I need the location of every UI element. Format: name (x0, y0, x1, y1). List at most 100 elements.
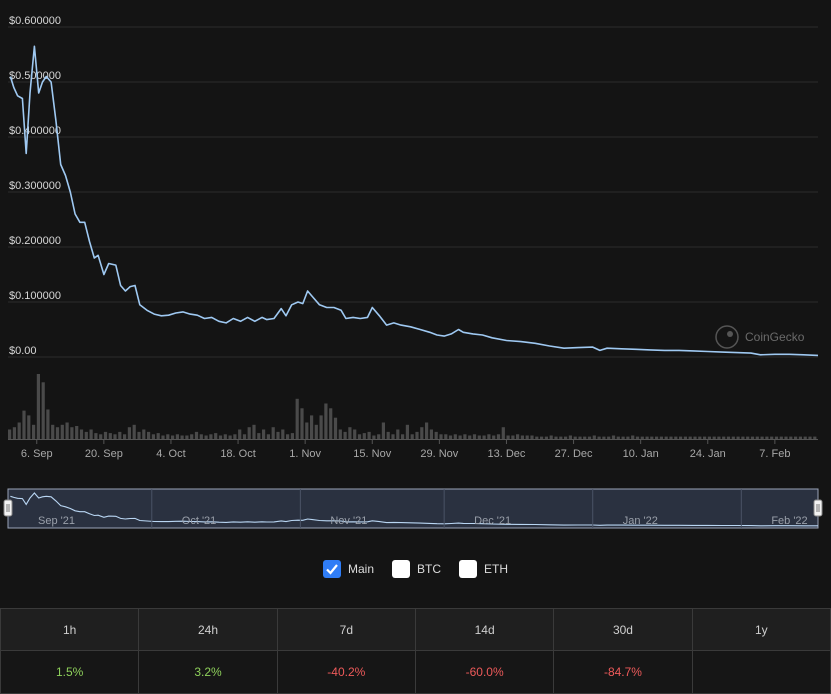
volume-bar (559, 436, 563, 439)
volume-bar (664, 436, 668, 439)
volume-bars (8, 374, 818, 440)
volume-bar (348, 427, 352, 439)
x-tick-label: 13. Dec (488, 448, 526, 460)
navigator-handle-left[interactable] (3, 499, 13, 517)
legend-label-btc: BTC (417, 562, 441, 576)
y-tick-label: $0.100000 (9, 290, 61, 302)
main-checkbox[interactable] (322, 560, 341, 578)
value-7d: -40.2% (276, 650, 416, 694)
navigator-label: Nov '21 (330, 515, 367, 527)
volume-bar (314, 424, 318, 439)
volume-bar (492, 435, 496, 439)
volume-bar (142, 429, 146, 439)
volume-bar (147, 431, 151, 439)
volume-bar (89, 429, 93, 439)
price-change-value-row: 1.5% 3.2% -40.2% -60.0% -84.7% (0, 650, 831, 694)
btc-checkbox[interactable] (392, 560, 410, 578)
volume-bar (357, 434, 362, 439)
x-tick-label: 24. Jan (690, 448, 726, 460)
volume-bar (319, 415, 323, 439)
volume-bar (247, 427, 251, 439)
eth-checkbox[interactable] (459, 560, 477, 578)
volume-bar (755, 436, 759, 439)
volume-bar (233, 434, 237, 439)
volume-bar (693, 436, 697, 439)
volume-bar (703, 436, 707, 439)
navigator-label: Jan '22 (623, 515, 658, 527)
volume-bar (276, 431, 280, 439)
header-24h: 24h (138, 608, 278, 651)
volume-bar (22, 410, 26, 439)
x-tick-label: 15. Nov (353, 448, 391, 460)
volume-bar (535, 436, 539, 439)
volume-bar (731, 436, 735, 439)
volume-bar (540, 436, 544, 439)
value-1y (691, 650, 831, 694)
volume-bar (597, 436, 601, 439)
volume-bar (214, 433, 218, 439)
legend-item-eth[interactable]: ETH (459, 560, 508, 578)
volume-bar (271, 427, 275, 439)
volume-bar (640, 436, 644, 439)
header-30d: 30d (553, 608, 693, 651)
y-tick-label: $0.600000 (9, 15, 61, 27)
volume-bar (41, 382, 45, 439)
volume-bar (180, 435, 184, 439)
volume-bar (506, 435, 510, 439)
volume-bar (79, 429, 84, 439)
navigator-handle-right[interactable] (813, 499, 823, 517)
volume-bar (286, 434, 290, 439)
volume-bar (228, 435, 232, 439)
volume-bar (305, 422, 309, 439)
volume-bar (659, 436, 663, 439)
price-chart[interactable]: $0.600000 $0.500000 $0.400000 $0.300000 $0.2… (0, 0, 831, 540)
x-tick-label: 4. Oct (156, 448, 185, 460)
volume-bar (784, 436, 788, 439)
volume-bar (410, 434, 414, 439)
volume-bar (32, 424, 36, 439)
volume-bar (161, 435, 165, 439)
volume-bar (324, 403, 328, 439)
x-tick-label: 10. Jan (623, 448, 659, 460)
volume-bar (94, 433, 98, 439)
header-1y: 1y (691, 608, 831, 651)
volume-bar (12, 427, 16, 439)
volume-bar (405, 424, 409, 439)
volume-bar (295, 398, 299, 439)
volume-bar (381, 422, 385, 439)
volume-bar (453, 434, 457, 439)
volume-bar (564, 436, 568, 439)
volume-bar (813, 436, 817, 439)
volume-bar (583, 436, 587, 439)
navigator-label: Sep '21 (38, 515, 75, 527)
volume-bar (60, 424, 64, 439)
volume-bar (717, 436, 721, 439)
volume-bar (65, 422, 69, 439)
range-navigator[interactable]: Sep '21 Oct '21 Nov '21 Dec '21 Jan '22 Feb '… (3, 488, 823, 529)
volume-bar (496, 434, 501, 439)
price-series[interactable] (9, 45, 819, 357)
x-tick-label: 7. Feb (759, 448, 790, 460)
volume-bar (549, 435, 553, 439)
volume-bar (70, 427, 74, 439)
volume-bar (377, 434, 381, 439)
volume-bar (631, 435, 635, 439)
volume-bar (516, 434, 520, 439)
volume-bar (448, 435, 453, 439)
volume-bar (372, 435, 376, 439)
header-7d: 7d (276, 608, 416, 651)
legend-item-btc[interactable]: BTC (392, 560, 441, 578)
y-tick-label: $0.200000 (9, 235, 61, 247)
volume-bar (99, 434, 103, 439)
watermark-text: CoinGecko (745, 330, 805, 344)
volume-bar (707, 436, 711, 439)
volume-bar (362, 433, 366, 439)
legend-item-main[interactable]: Main (322, 560, 374, 578)
volume-bar (434, 431, 438, 439)
volume-bar (8, 429, 12, 439)
x-axis-labels: 6. Sep 20. Sep 4. Oct 18. Oct 1. Nov 15. Nov 2… (21, 439, 790, 460)
volume-bar (770, 436, 774, 439)
volume-bar (736, 436, 740, 439)
value-30d: -84.7% (553, 650, 693, 694)
volume-bar (525, 435, 529, 439)
